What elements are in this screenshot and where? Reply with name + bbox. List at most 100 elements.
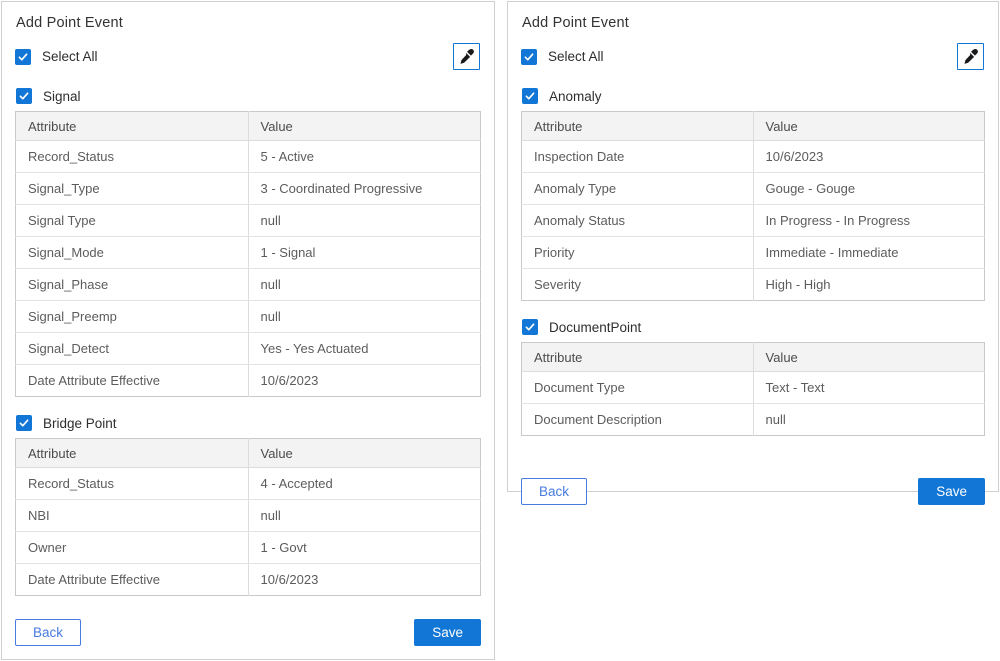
value-cell: High - High: [765, 277, 831, 292]
checkbox-checked-icon[interactable]: [522, 319, 538, 335]
layer-checkbox[interactable]: Bridge Point: [16, 415, 117, 431]
layer-group: Signal Attribute Value Record_Status 5 - …: [15, 88, 481, 397]
layer-group: Bridge Point Attribute Value Record_Stat…: [15, 415, 481, 596]
table-row: Document Description null: [521, 403, 985, 436]
value-column-header: Value: [753, 342, 985, 372]
value-cell: null: [248, 204, 481, 237]
layer-label: Bridge Point: [43, 415, 117, 431]
panel-footer: Back Save: [521, 478, 985, 505]
value-cell: null: [248, 300, 481, 333]
layer-checkbox[interactable]: DocumentPoint: [522, 319, 641, 335]
attribute-cell: Date Attribute Effective: [15, 364, 249, 397]
table-header-row: Attribute Value: [15, 438, 481, 468]
attribute-column-header: Attribute: [521, 342, 754, 372]
attribute-cell: Signal_Mode: [15, 236, 249, 269]
value-cell: null: [765, 412, 786, 427]
table-row: Signal_Detect Yes - Yes Actuated: [15, 332, 481, 365]
page-title: Add Point Event: [522, 15, 629, 31]
value-column-header: Value: [248, 438, 481, 468]
attribute-cell: Signal_Preemp: [15, 300, 249, 333]
attribute-cell: NBI: [15, 499, 249, 532]
table-row: Signal_Mode 1 - Signal: [15, 236, 481, 269]
table-row: Record_Status 5 - Active: [15, 140, 481, 173]
value-column-header: Value: [753, 111, 985, 141]
select-all-label: Select All: [548, 49, 604, 64]
save-button[interactable]: Save: [918, 478, 985, 505]
checkbox-checked-icon[interactable]: [522, 88, 538, 104]
attribute-table: Attribute Value Record_Status 4 - Accepte…: [15, 438, 481, 596]
layer-checkbox[interactable]: Anomaly: [522, 88, 602, 104]
table-row: Priority Immediate - Immediate: [521, 236, 985, 269]
table-row: Record_Status 4 - Accepted: [15, 467, 481, 500]
attribute-cell: Priority: [521, 236, 754, 269]
eyedropper-icon: [458, 48, 475, 65]
checkbox-checked-icon[interactable]: [15, 48, 31, 65]
value-cell: Gouge - Gouge: [753, 172, 985, 205]
table-row: Signal Type null: [15, 204, 481, 237]
value-cell: In Progress - In Progress: [753, 204, 985, 237]
value-cell: Text - Text: [753, 371, 985, 404]
value-cell: 1 - Govt: [248, 531, 481, 564]
value-cell: 3 - Coordinated Progressive: [248, 172, 481, 205]
panel-header-row: Select All: [521, 43, 985, 70]
checkbox-checked-icon[interactable]: [521, 48, 537, 65]
attribute-cell: Document Type: [521, 371, 754, 404]
page-title: Add Point Event: [16, 15, 123, 31]
attribute-cell: Signal_Phase: [15, 268, 249, 301]
value-cell: null: [248, 268, 481, 301]
attribute-cell: Anomaly Status: [521, 204, 754, 237]
value-cell: 10/6/2023: [260, 572, 319, 587]
attribute-cell: Signal_Type: [15, 172, 249, 205]
table-row: Signal_Type 3 - Coordinated Progressive: [15, 172, 481, 205]
table-row: Date Attribute Effective 10/6/2023: [15, 563, 481, 596]
panel-header-row: Select All: [15, 43, 481, 70]
value-cell: 5 - Active: [248, 140, 481, 173]
attribute-cell: Record_Status: [15, 140, 249, 173]
table-row: Signal_Phase null: [15, 268, 481, 301]
layer-label: Signal: [43, 88, 81, 104]
table-header-row: Attribute Value: [521, 111, 985, 141]
layer-label: Anomaly: [549, 88, 602, 104]
value-cell: Immediate - Immediate: [753, 236, 985, 269]
attribute-cell: Severity: [521, 268, 754, 301]
table-row: NBI null: [15, 499, 481, 532]
attribute-column-header: Attribute: [521, 111, 754, 141]
table-row: Date Attribute Effective 10/6/2023: [15, 364, 481, 397]
select-all-label: Select All: [42, 49, 98, 64]
table-row: Severity High - High: [521, 268, 985, 301]
layer-label: DocumentPoint: [549, 319, 642, 335]
table-row: Owner 1 - Govt: [15, 531, 481, 564]
table-row: Anomaly Type Gouge - Gouge: [521, 172, 985, 205]
add-point-event-panel: Add Point Event Select All: [1, 1, 495, 660]
attribute-cell: Signal Type: [15, 204, 249, 237]
layer-checkbox[interactable]: Signal: [16, 88, 81, 104]
attribute-column-header: Attribute: [15, 111, 249, 141]
attribute-cell: Record_Status: [15, 467, 249, 500]
layer-group: DocumentPoint Attribute Value Document T…: [521, 319, 985, 436]
select-all-checkbox[interactable]: Select All: [521, 48, 604, 65]
table-row: Anomaly Status In Progress - In Progress: [521, 204, 985, 237]
table-row: Document Type Text - Text: [521, 371, 985, 404]
table-header-row: Attribute Value: [15, 111, 481, 141]
save-button[interactable]: Save: [414, 619, 481, 646]
value-cell: 10/6/2023: [260, 373, 319, 388]
eyedropper-button[interactable]: [453, 43, 480, 70]
panel-footer: Back Save: [15, 619, 481, 647]
value-cell: 10/6/2023: [753, 140, 985, 173]
back-button[interactable]: Back: [521, 478, 588, 505]
table-row: Signal_Preemp null: [15, 300, 481, 333]
attribute-cell: Anomaly Type: [521, 172, 754, 205]
attribute-column-header: Attribute: [15, 438, 249, 468]
table-header-row: Attribute Value: [521, 342, 985, 372]
attribute-table: Attribute Value Record_Status 5 - Active S…: [15, 111, 481, 397]
eyedropper-icon: [962, 48, 979, 65]
back-button[interactable]: Back: [15, 619, 82, 646]
checkbox-checked-icon[interactable]: [16, 415, 32, 431]
attribute-table: Attribute Value Inspection Date 10/6/2023…: [521, 111, 985, 301]
value-cell: Yes - Yes Actuated: [248, 332, 481, 365]
checkbox-checked-icon[interactable]: [16, 88, 32, 104]
value-cell: 1 - Signal: [248, 236, 481, 269]
eyedropper-button[interactable]: [957, 43, 984, 70]
value-column-header: Value: [248, 111, 481, 141]
select-all-checkbox[interactable]: Select All: [15, 48, 98, 65]
